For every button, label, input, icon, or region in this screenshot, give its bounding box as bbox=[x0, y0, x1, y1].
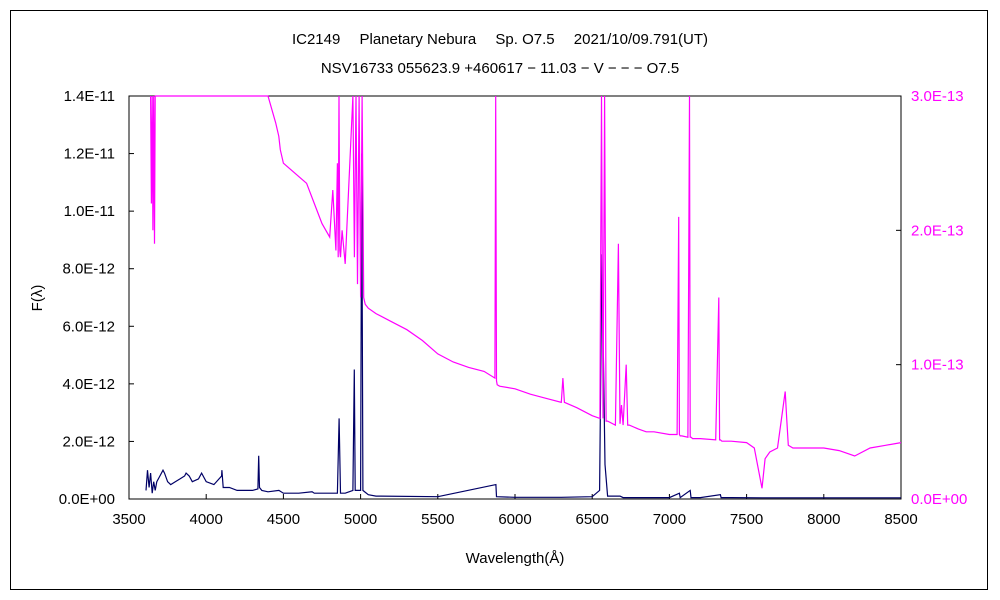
x-tick-label: 7000 bbox=[653, 511, 686, 528]
x-tick-label: 6500 bbox=[576, 511, 609, 528]
x-tick-label: 4500 bbox=[267, 511, 300, 528]
y-left-tick-label: 1.2E-11 bbox=[64, 146, 115, 163]
chart-frame bbox=[10, 10, 988, 590]
y-left-tick-label: 0.0E+00 bbox=[59, 491, 115, 508]
y-axis-left: 0.0E+00 2.0E-12 4.0E-12 6.0E-12 8.0E-12 1.0E-… bbox=[59, 88, 134, 508]
y-left-tick-label: 1.0E-11 bbox=[64, 203, 115, 220]
series-right-line bbox=[150, 95, 902, 489]
y-left-tick-label: 1.4E-11 bbox=[64, 88, 115, 105]
y-left-tick-label: 4.0E-12 bbox=[62, 376, 115, 393]
x-tick-label: 8500 bbox=[884, 511, 917, 528]
series-left-line bbox=[145, 153, 901, 499]
x-tick-label: 7500 bbox=[730, 511, 763, 528]
y-left-tick-label: 8.0E-12 bbox=[62, 261, 115, 278]
y-axis-label: F(λ) bbox=[29, 285, 46, 312]
y-right-tick-label: 2.0E-13 bbox=[911, 222, 964, 239]
x-axis-label: Wavelength(Å) bbox=[466, 550, 565, 567]
x-tick-label: 4000 bbox=[190, 511, 223, 528]
y-right-tick-label: 0.0E+00 bbox=[911, 491, 967, 508]
y-right-tick-label: 1.0E-13 bbox=[911, 357, 964, 374]
x-axis: 3500 4000 4500 5000 5500 6000 6500 7000 7500 8000… bbox=[112, 494, 918, 528]
chart-subtitle: NSV16733 055623.9 +460617 − 11.03 − V − … bbox=[321, 60, 679, 77]
chart-title: IC2149 Planetary Nebura Sp. O7.5 2021/10… bbox=[292, 31, 708, 48]
x-tick-label: 5000 bbox=[344, 511, 377, 528]
series-group bbox=[145, 95, 902, 499]
x-tick-label: 8000 bbox=[807, 511, 840, 528]
plot-area bbox=[128, 95, 902, 500]
y-left-tick-label: 6.0E-12 bbox=[62, 318, 115, 335]
x-tick-label: 5500 bbox=[421, 511, 454, 528]
y-right-tick-label: 3.0E-13 bbox=[911, 88, 964, 105]
x-tick-label: 3500 bbox=[112, 511, 145, 528]
y-axis-right: 0.0E+00 1.0E-13 2.0E-13 3.0E-13 bbox=[896, 88, 967, 508]
x-tick-label: 6000 bbox=[498, 511, 531, 528]
y-left-tick-label: 2.0E-12 bbox=[62, 433, 115, 450]
